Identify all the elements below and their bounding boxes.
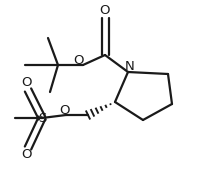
Text: O: O — [59, 104, 69, 117]
Text: O: O — [100, 5, 110, 17]
Text: S: S — [38, 111, 46, 124]
Text: O: O — [73, 55, 83, 67]
Text: N: N — [125, 61, 135, 74]
Text: O: O — [21, 149, 31, 161]
Text: O: O — [21, 77, 31, 89]
